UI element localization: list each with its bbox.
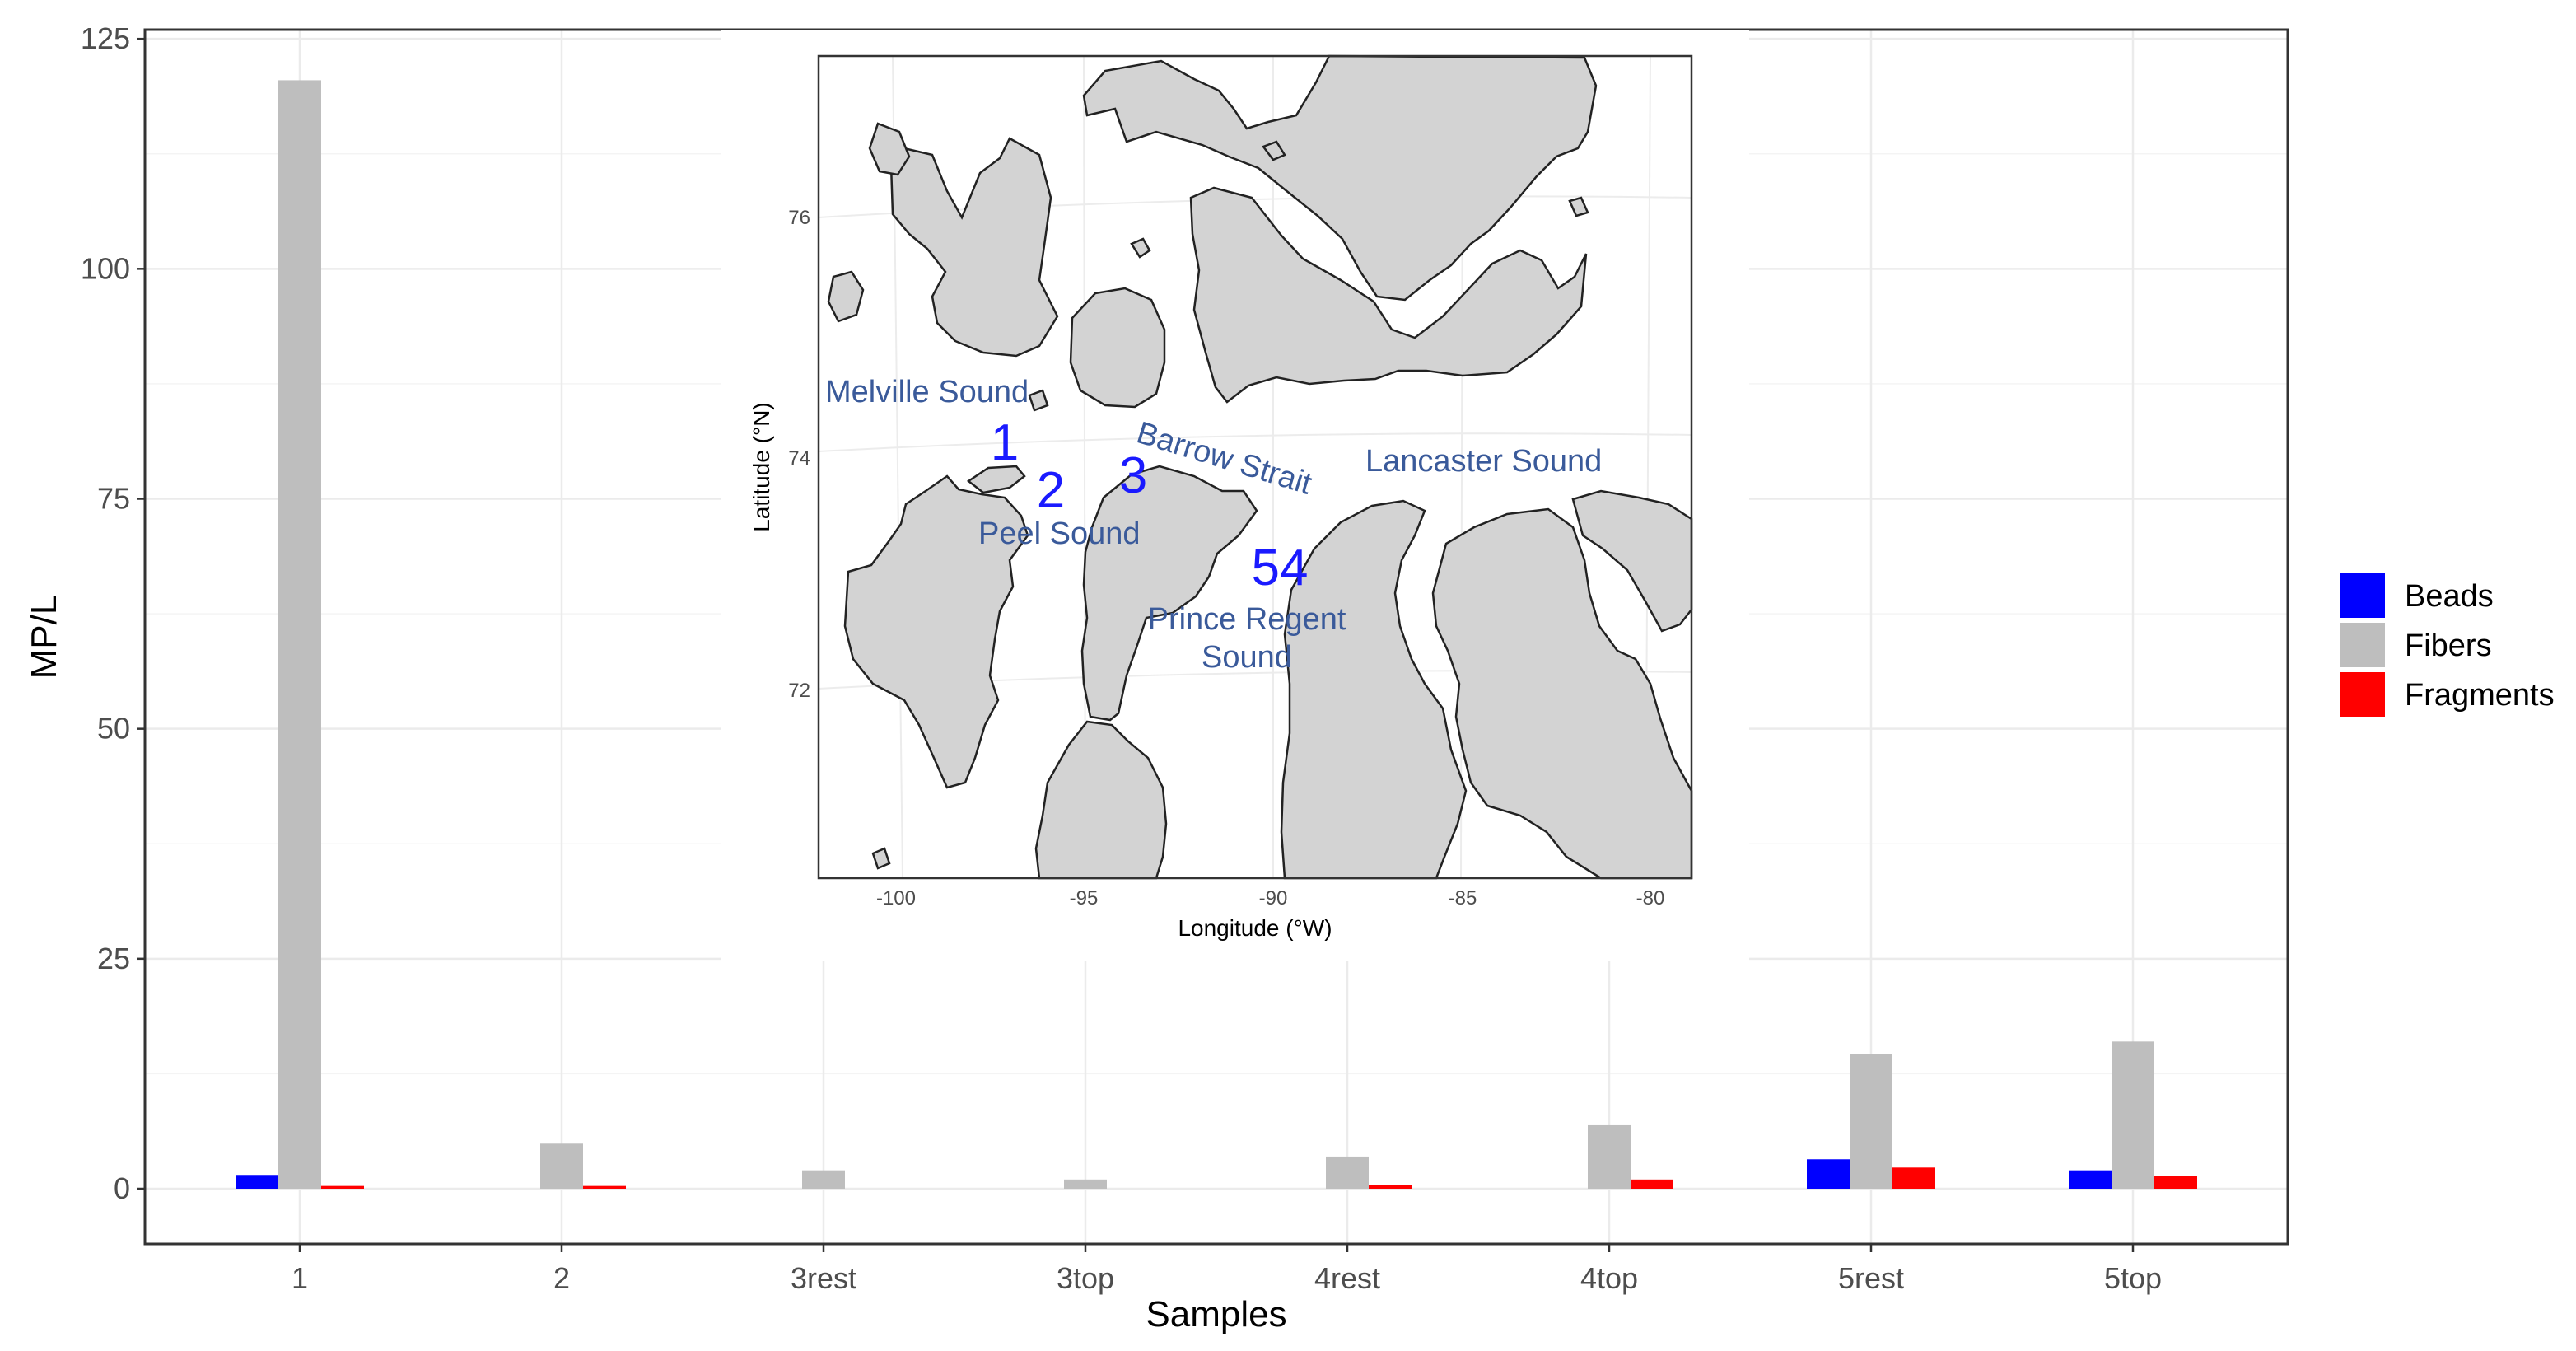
bars [236, 80, 2197, 1190]
land-small-2 [1028, 389, 1049, 412]
place-label-lancaster-sound: Lancaster Sound [1365, 444, 1602, 479]
bar-fragments-1 [321, 1185, 364, 1189]
y-tick-label: 50 [97, 712, 130, 746]
land-small-3 [1261, 140, 1286, 161]
place-label-melville-sound: Melville Sound [825, 375, 1029, 409]
land-small-4 [1568, 196, 1589, 217]
x-tick-label: 5rest [1838, 1261, 1904, 1295]
place-label-prince-regent: Prince Regent [1148, 602, 1346, 637]
map-x-tick-90: -90 [1259, 887, 1288, 909]
bar-fibers-2 [540, 1143, 583, 1189]
legend-swatch-fibers [2340, 623, 2385, 667]
x-tick-label: 2 [553, 1261, 570, 1295]
map-x-tick-85: -85 [1449, 887, 1477, 909]
bar-fibers-3top [1064, 1179, 1107, 1189]
bar-fibers-1 [278, 80, 321, 1190]
site-label-3: 3 [1119, 447, 1147, 504]
bar-fragments-4top [1631, 1179, 1673, 1189]
site-label-1: 1 [991, 414, 1019, 471]
map-x-ticks: -100 -95 -90 -85 -80 [876, 887, 1664, 909]
bar-fragments-5top [2154, 1176, 2197, 1189]
legend: Beads Fibers Fragments [2340, 573, 2555, 717]
bar-fragments-5rest [1892, 1167, 1935, 1189]
map-x-tick-100: -100 [876, 887, 916, 909]
map-border [817, 54, 1693, 880]
x-axis-title: Samples [1146, 1294, 1286, 1335]
x-axis-ticks: 1 2 3rest 3top 4rest 4top 5rest 5top [292, 1244, 2162, 1295]
land-devon-south [1189, 186, 1588, 404]
map-land [827, 54, 1693, 880]
site-label-2: 2 [1037, 462, 1065, 519]
bar-fibers-3rest [802, 1170, 845, 1189]
bar-beads-5rest [1807, 1159, 1850, 1189]
map-y-axis-title: Latitude (°N) [749, 402, 774, 532]
land-melville-north [868, 122, 911, 176]
land-griffith [966, 465, 1026, 494]
map-x-tick-80: -80 [1636, 887, 1665, 909]
legend-label-fibers: Fibers [2405, 629, 2492, 663]
land-small-1 [1130, 237, 1151, 259]
land-bylot [1571, 489, 1693, 633]
land-devon [1082, 54, 1598, 302]
x-tick-label: 1 [292, 1261, 308, 1295]
x-tick-label: 3top [1057, 1261, 1114, 1295]
place-label-peel-sound: Peel Sound [978, 517, 1141, 551]
bar-fragments-4rest [1369, 1185, 1412, 1189]
land-small-5 [871, 847, 891, 870]
map-x-axis-title: Longitude (°W) [1178, 915, 1332, 941]
x-tick-label: 4top [1580, 1261, 1638, 1295]
inset-map: 76 74 72 -100 -95 -90 -85 -80 Longitude … [721, 30, 1749, 961]
bar-fibers-5rest [1850, 1054, 1892, 1189]
y-tick-label: 0 [114, 1171, 130, 1205]
land-baffin-west [1280, 499, 1468, 880]
land-bathurst [889, 137, 1059, 358]
map-y-ticks: 76 74 72 [788, 207, 810, 702]
land-cornwallis [1069, 287, 1166, 409]
bar-fibers-4top [1588, 1124, 1631, 1189]
land-baffin-east [1431, 507, 1693, 880]
y-tick-label: 75 [97, 482, 130, 516]
x-tick-label: 4rest [1314, 1261, 1380, 1295]
legend-swatch-fragments [2340, 672, 2385, 717]
map-y-tick-72: 72 [788, 680, 810, 702]
bar-fibers-4rest [1326, 1156, 1369, 1189]
legend-swatch-beads [2340, 573, 2385, 618]
land-prince-of-wales [843, 474, 1029, 789]
legend-label-fragments: Fragments [2405, 678, 2555, 713]
legend-label-beads: Beads [2405, 579, 2494, 614]
y-tick-label: 100 [81, 251, 130, 285]
land-west-islet [827, 270, 865, 323]
bar-beads-5top [2069, 1170, 2112, 1189]
bar-fibers-5top [2112, 1041, 2154, 1189]
map-panel: 76 74 72 -100 -95 -90 -85 -80 Longitude … [749, 54, 1693, 941]
map-y-tick-76: 76 [788, 207, 810, 229]
land-somerset [1080, 465, 1258, 722]
y-tick-label: 125 [81, 21, 130, 55]
place-label-sound: Sound [1202, 640, 1292, 675]
y-tick-label: 25 [97, 942, 130, 975]
x-tick-label: 5top [2104, 1261, 2162, 1295]
land-boothia [1034, 720, 1168, 880]
map-x-tick-95: -95 [1070, 887, 1099, 909]
map-y-tick-74: 74 [788, 447, 810, 470]
site-label-54: 54 [1252, 540, 1309, 596]
bar-fragments-2 [583, 1185, 626, 1189]
y-axis-ticks: 0 25 50 75 100 125 [81, 21, 145, 1205]
y-axis-title: MP/L [24, 595, 64, 680]
x-tick-label: 3rest [791, 1261, 856, 1295]
bar-beads-1 [236, 1175, 278, 1189]
